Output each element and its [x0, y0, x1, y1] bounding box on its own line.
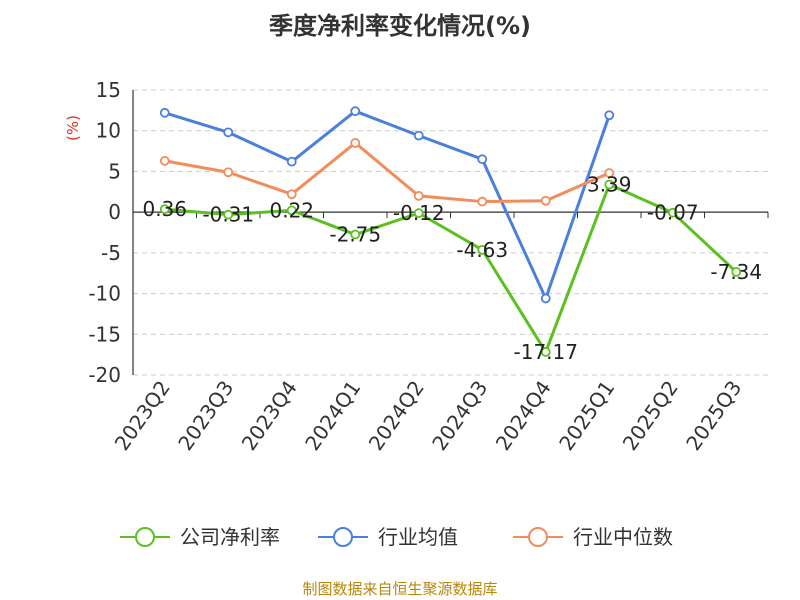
x-tick-label: 2023Q2 — [110, 376, 175, 455]
series-line-2 — [164, 141, 610, 204]
data-point[interactable] — [350, 106, 361, 117]
data-point[interactable] — [286, 156, 297, 167]
y-tick-label: -5 — [101, 241, 121, 265]
y-tick-label: 15 — [96, 78, 121, 102]
data-point[interactable] — [604, 168, 615, 178]
data-point[interactable] — [286, 189, 297, 200]
data-label: 0.22 — [269, 198, 314, 222]
legend-item[interactable]: 行业中位数 — [513, 525, 673, 549]
data-point[interactable] — [350, 138, 361, 148]
data-point[interactable] — [477, 244, 488, 255]
data-point[interactable] — [477, 154, 488, 165]
x-tick-label: 2024Q4 — [491, 376, 556, 455]
legend-marker — [135, 527, 155, 547]
data-label: 0.36 — [142, 197, 187, 221]
y-tick-label: -20 — [88, 363, 121, 387]
x-tick-label: 2024Q3 — [427, 376, 492, 455]
data-point[interactable] — [604, 179, 615, 190]
data-point[interactable] — [159, 204, 170, 215]
data-label: -0.31 — [202, 203, 254, 227]
x-tick-label: 2023Q4 — [237, 376, 302, 455]
series-line-1 — [164, 109, 611, 300]
y-axis-label: (%) — [64, 115, 82, 141]
data-label: -7.34 — [710, 260, 762, 284]
data-label: -17.17 — [514, 340, 578, 364]
y-tick-label: 5 — [108, 159, 121, 183]
x-tick-label: 2025Q1 — [554, 376, 619, 455]
data-label: 3.39 — [587, 173, 632, 197]
series-line-0 — [164, 183, 738, 354]
chart-title: 季度净利率变化情况(%) — [269, 12, 531, 40]
data-point[interactable] — [667, 207, 678, 218]
y-tick-label: 0 — [108, 200, 121, 224]
data-point[interactable] — [540, 293, 551, 304]
legend-marker — [333, 527, 353, 547]
source-note: 制图数据来自恒生聚源数据库 — [302, 580, 497, 598]
data-point[interactable] — [731, 267, 742, 277]
data-label: -0.07 — [647, 201, 699, 225]
legend-label: 行业均值 — [378, 525, 458, 549]
legend[interactable]: 公司净利率 行业均值 行业中位数 — [120, 525, 673, 549]
legend-marker — [528, 527, 548, 547]
x-tick-label: 2025Q3 — [681, 376, 746, 455]
data-point[interactable] — [477, 196, 488, 207]
x-tick-label: 2024Q2 — [364, 376, 429, 455]
data-point[interactable] — [413, 130, 424, 141]
data-point[interactable] — [540, 347, 551, 357]
data-label: -4.63 — [456, 238, 508, 262]
legend-label: 公司净利率 — [180, 525, 280, 549]
data-point[interactable] — [223, 209, 234, 220]
data-point[interactable] — [223, 167, 234, 178]
y-tick-label: -10 — [88, 282, 121, 306]
data-point[interactable] — [413, 190, 424, 201]
data-point[interactable] — [540, 195, 551, 206]
data-point[interactable] — [159, 155, 170, 166]
legend-item[interactable]: 行业均值 — [318, 525, 458, 549]
data-label: -0.12 — [393, 201, 445, 225]
y-tick-label: -15 — [88, 322, 121, 346]
legend-item[interactable]: 公司净利率 — [120, 525, 280, 549]
data-point[interactable] — [159, 107, 170, 118]
x-tick-label: 2023Q3 — [173, 376, 238, 455]
series-lines — [159, 106, 742, 357]
legend-label: 行业中位数 — [573, 525, 673, 549]
data-point[interactable] — [286, 205, 297, 216]
data-point[interactable] — [604, 110, 615, 121]
data-label: -2.75 — [329, 223, 381, 247]
data-point[interactable] — [223, 127, 234, 138]
x-tick-label: 2024Q1 — [300, 376, 365, 455]
data-point[interactable] — [350, 229, 361, 240]
data-labels: 0.36 -0.31 0.22 -2.75 -0.12 -4.63 -17.17 3.39 -0… — [142, 173, 762, 364]
x-tick-label: 2025Q2 — [618, 376, 683, 455]
data-point[interactable] — [413, 208, 424, 219]
axes: 151050-5-10-15-202023Q22023Q32023Q42024Q… — [88, 78, 769, 455]
y-tick-label: 10 — [96, 119, 121, 143]
